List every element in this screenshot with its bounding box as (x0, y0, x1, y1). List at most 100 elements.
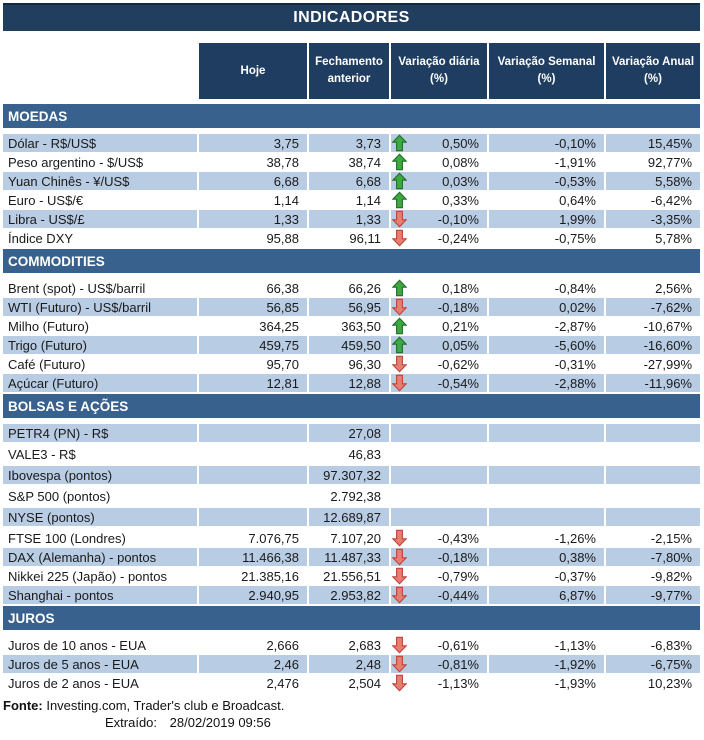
variacao-diaria-value: 0,33% (442, 192, 479, 208)
row-label: DAX (Alemanha) - pontos (3, 548, 197, 566)
arrow-down-icon (392, 529, 407, 547)
table-row: S&P 500 (pontos) 2.792,38 (3, 487, 700, 505)
variacao-diaria-value: 0,50% (442, 135, 479, 151)
variacao-semanal-value: -1,13% (489, 636, 604, 654)
variacao-anual-value: -9,82% (606, 567, 700, 585)
variacao-semanal-value: -1,26% (489, 529, 604, 547)
fechamento-value: 2,504 (309, 674, 389, 692)
hoje-value: 38,78 (199, 153, 307, 171)
variacao-anual-value: 5,58% (606, 172, 700, 190)
table-row: Ibovespa (pontos) 97.307,32 (3, 466, 700, 484)
page-title: INDICADORES (3, 3, 700, 31)
variacao-semanal-value: -1,92% (489, 655, 604, 673)
variacao-diaria-value: 0,18% (442, 280, 479, 296)
hoje-value: 6,68 (199, 172, 307, 190)
fechamento-value: 7.107,20 (309, 529, 389, 547)
variacao-semanal-value: -0,84% (489, 279, 604, 297)
fechamento-value: 6,68 (309, 172, 389, 190)
fechamento-value: 1,33 (309, 210, 389, 228)
source-label: Fonte: (3, 698, 43, 713)
variacao-anual-value: -9,77% (606, 586, 700, 604)
row-label: VALE3 - R$ (3, 445, 197, 463)
table-row: NYSE (pontos) 12.689,87 (3, 508, 700, 526)
arrow-up-icon (392, 134, 407, 152)
hoje-value: 459,75 (199, 336, 307, 354)
variacao-diaria-cell (391, 445, 487, 463)
fechamento-value: 2.792,38 (309, 487, 389, 505)
variacao-semanal-value: -5,60% (489, 336, 604, 354)
arrow-down-icon (392, 229, 407, 247)
arrow-down-icon (392, 674, 407, 692)
fechamento-value: 66,26 (309, 279, 389, 297)
variacao-diaria-cell: -0,79% (391, 567, 487, 585)
variacao-semanal-value: 1,99% (489, 210, 604, 228)
fechamento-value: 2,683 (309, 636, 389, 654)
arrow-down-icon (392, 567, 407, 585)
variacao-anual-value (606, 466, 700, 484)
hoje-value (199, 466, 307, 484)
variacao-diaria-cell (391, 466, 487, 484)
table-row: Trigo (Futuro) 459,75 459,50 0,05% -5,60% -16… (3, 336, 700, 354)
variacao-diaria-value: -1,13% (437, 675, 479, 691)
row-label: Libra - US$/£ (3, 210, 197, 228)
fechamento-value: 2.953,82 (309, 586, 389, 604)
extracted-line: Extraído: 28/02/2019 09:56 (3, 715, 700, 730)
section-header: MOEDAS (3, 104, 700, 128)
variacao-diaria-cell: 0,18% (391, 279, 487, 297)
variacao-anual-value: 92,77% (606, 153, 700, 171)
arrow-up-icon (392, 336, 407, 354)
table-row: Açúcar (Futuro) 12,81 12,88 -0,54% -2,88% -11… (3, 374, 700, 392)
variacao-diaria-value: -0,44% (437, 587, 479, 603)
variacao-semanal-value: -1,93% (489, 674, 604, 692)
variacao-semanal-value (489, 508, 604, 526)
hoje-value: 12,81 (199, 374, 307, 392)
arrow-down-icon (392, 355, 407, 373)
variacao-diaria-cell: -0,43% (391, 529, 487, 547)
variacao-anual-value (606, 508, 700, 526)
table-row: Juros de 10 anos - EUA 2,666 2,683 -0,61% -1… (3, 636, 700, 654)
arrow-up-icon (392, 172, 407, 190)
variacao-diaria-value: -0,54% (437, 375, 479, 391)
variacao-semanal-value: -1,91% (489, 153, 604, 171)
section-header: COMMODITIES (3, 249, 700, 273)
variacao-anual-value: 15,45% (606, 134, 700, 152)
hoje-value: 7.076,75 (199, 529, 307, 547)
variacao-semanal-value: 0,64% (489, 191, 604, 209)
hoje-value: 21.385,16 (199, 567, 307, 585)
variacao-semanal-value (489, 466, 604, 484)
arrow-up-icon (392, 279, 407, 297)
table-row: Dólar - R$/US$ 3,75 3,73 0,50% -0,10% 15,45% (3, 134, 700, 152)
variacao-diaria-cell: -0,44% (391, 586, 487, 604)
row-label: Milho (Futuro) (3, 317, 197, 335)
table-header: Hoje Fechamento anterior Variação diária… (3, 43, 700, 99)
variacao-semanal-value (489, 445, 604, 463)
variacao-diaria-cell: -0,18% (391, 548, 487, 566)
hoje-value: 1,14 (199, 191, 307, 209)
row-label: PETR4 (PN) - R$ (3, 424, 197, 442)
variacao-semanal-value: -0,37% (489, 567, 604, 585)
fechamento-value: 21.556,51 (309, 567, 389, 585)
variacao-semanal-value (489, 487, 604, 505)
variacao-diaria-cell: -1,13% (391, 674, 487, 692)
variacao-diaria-value: -0,43% (437, 530, 479, 546)
row-label: Brent (spot) - US$/barril (3, 279, 197, 297)
variacao-diaria-cell: -0,24% (391, 229, 487, 247)
variacao-semanal-value: -0,53% (489, 172, 604, 190)
table-row: Juros de 2 anos - EUA 2,476 2,504 -1,13% -1,… (3, 674, 700, 692)
variacao-anual-value (606, 445, 700, 463)
hoje-value: 95,70 (199, 355, 307, 373)
row-label: Índice DXY (3, 229, 197, 247)
row-label: S&P 500 (pontos) (3, 487, 197, 505)
variacao-diaria-value: 0,21% (442, 318, 479, 334)
arrow-down-icon (392, 586, 407, 604)
fechamento-value: 459,50 (309, 336, 389, 354)
section: JUROS Juros de 10 anos - EUA 2,666 2,683 -0,… (3, 606, 700, 692)
fechamento-value: 46,83 (309, 445, 389, 463)
table-row: Milho (Futuro) 364,25 363,50 0,21% -2,87% -10… (3, 317, 700, 335)
variacao-semanal-value: -0,75% (489, 229, 604, 247)
table-row: VALE3 - R$ 46,83 (3, 445, 700, 463)
table-row: Nikkei 225 (Japão) - pontos 21.385,16 21.5… (3, 567, 700, 585)
arrow-down-icon (392, 548, 407, 566)
variacao-diaria-cell: 0,05% (391, 336, 487, 354)
variacao-semanal-value: 6,87% (489, 586, 604, 604)
